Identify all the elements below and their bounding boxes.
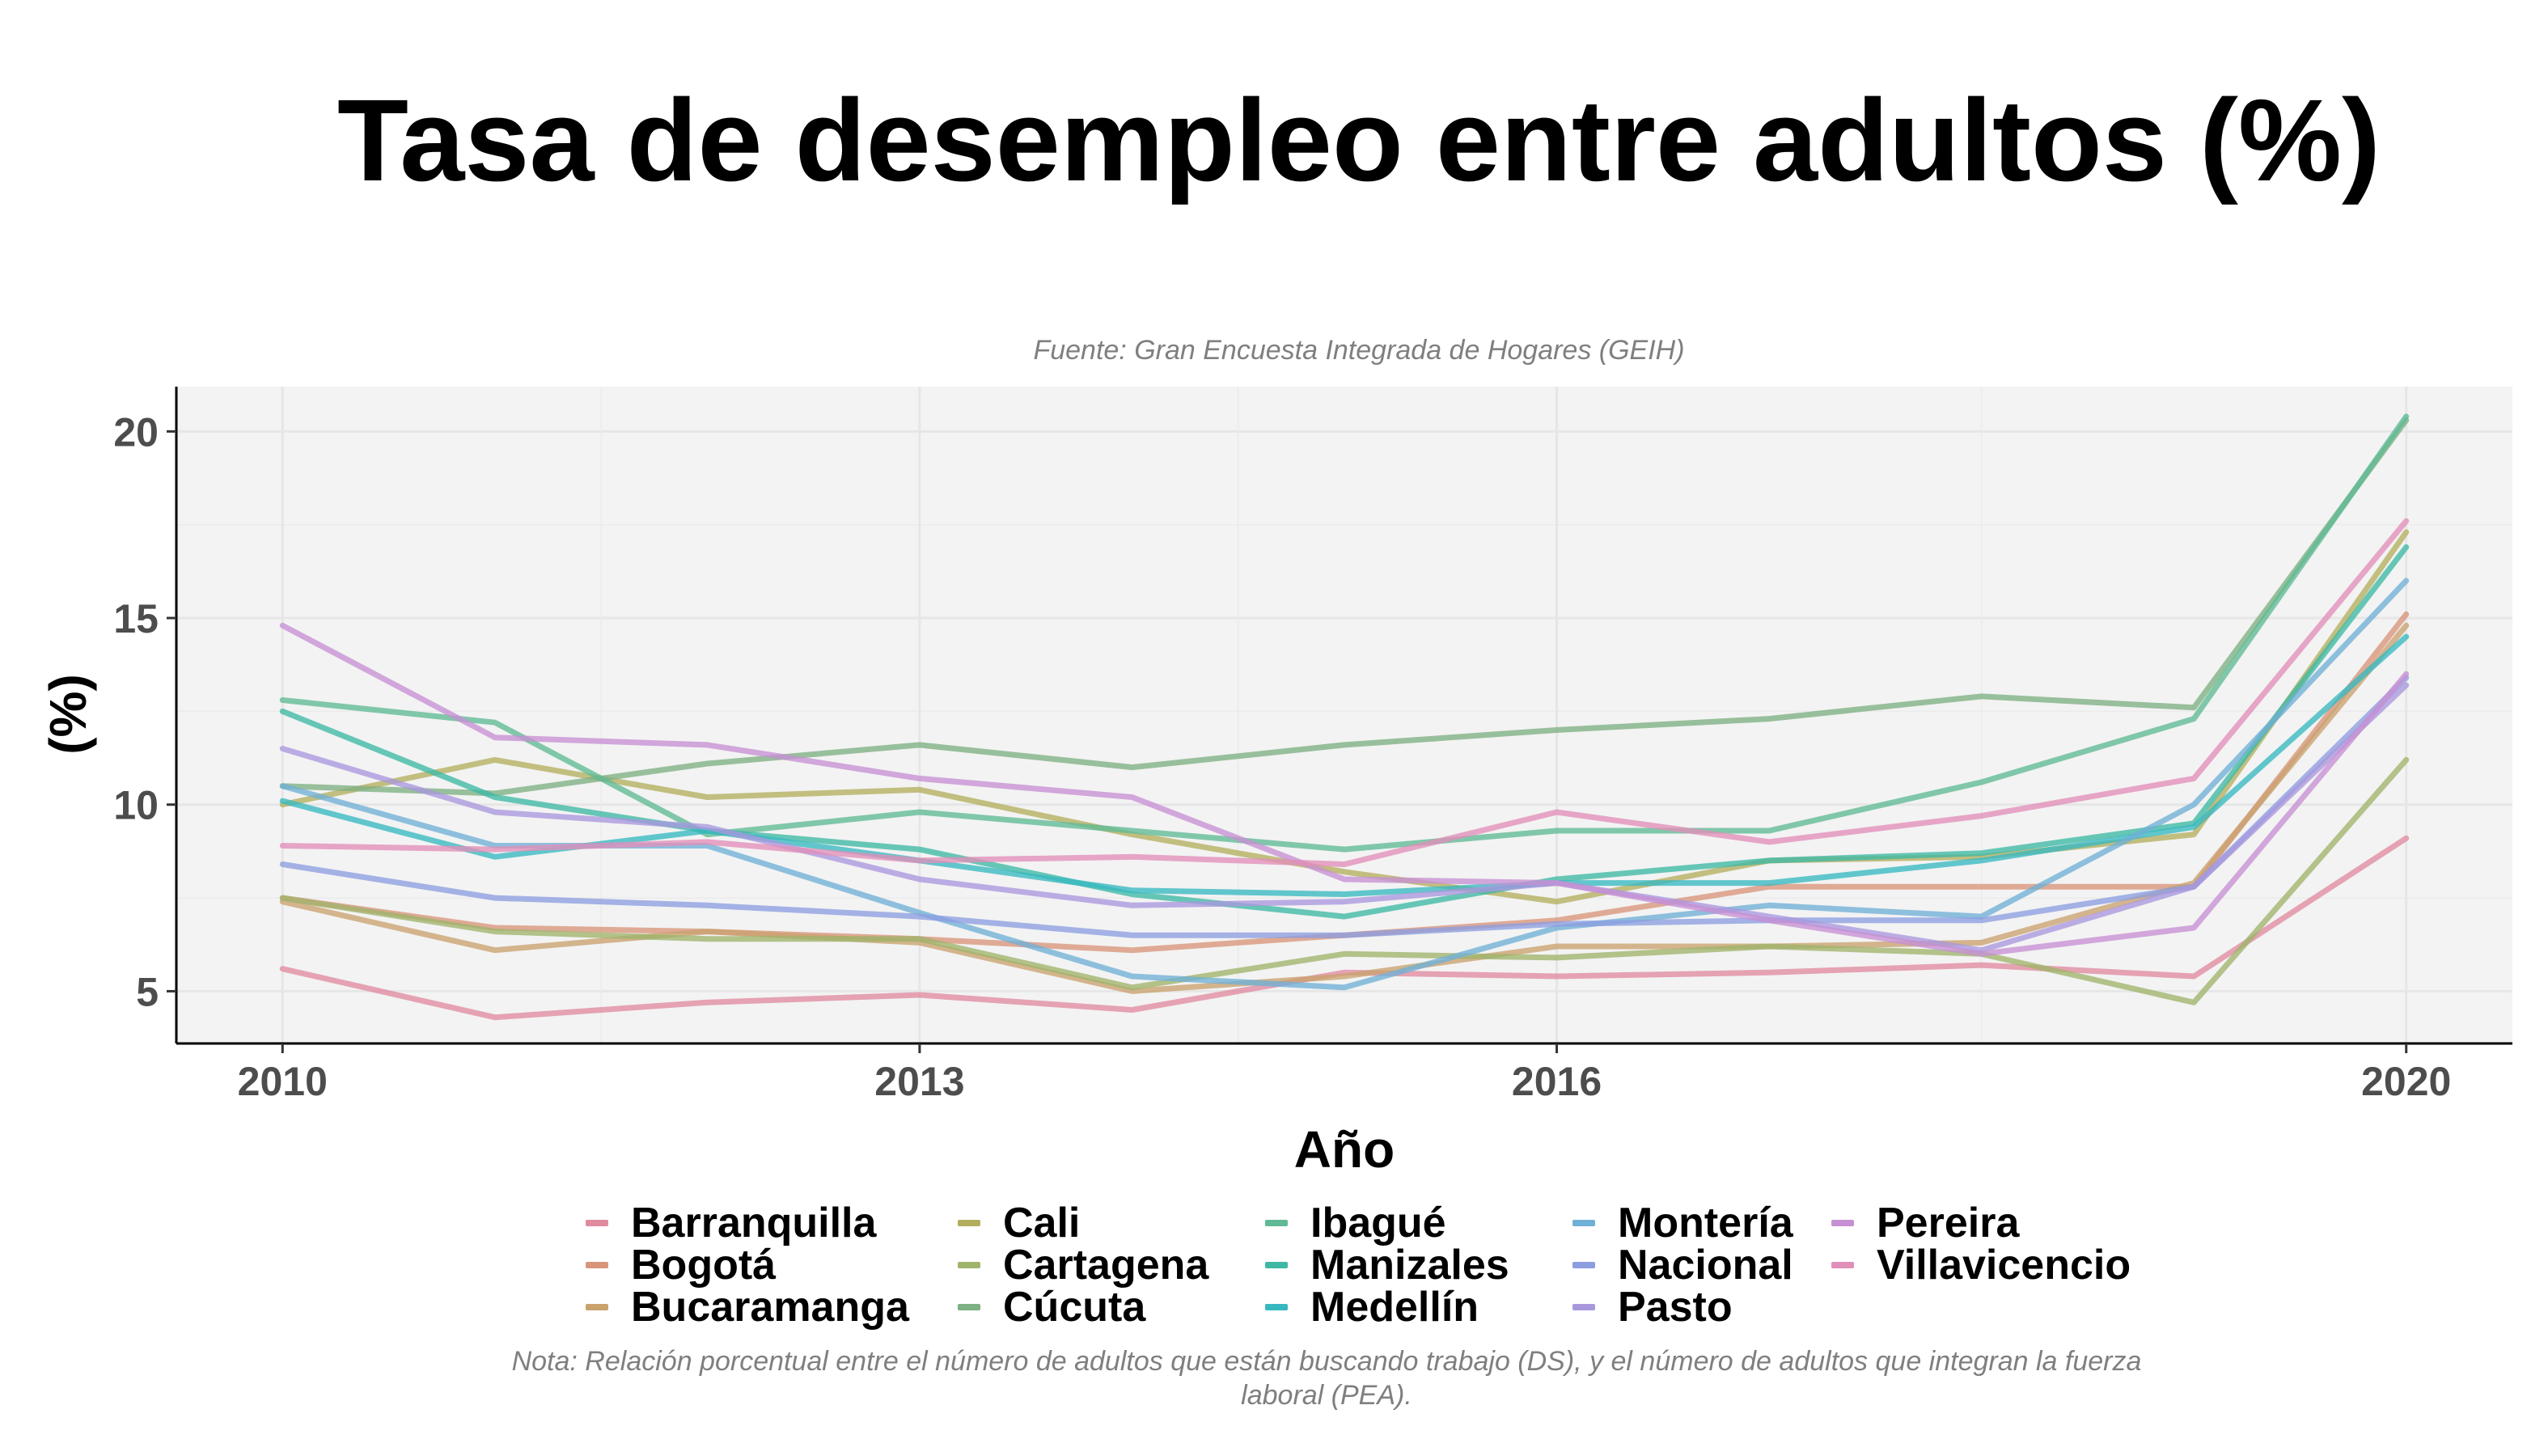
legend-item: Pasto bbox=[1572, 1284, 1733, 1331]
legend-item: Cali bbox=[958, 1200, 1081, 1246]
chart-subtitle: Fuente: Gran Encuesta Integrada de Hogar… bbox=[1033, 335, 1685, 366]
legend-key bbox=[1831, 1262, 1854, 1268]
legend-label: Bogotá bbox=[631, 1242, 777, 1289]
legend-item: Manizales bbox=[1265, 1242, 1509, 1289]
x-tick-label: 2020 bbox=[2361, 1059, 2451, 1104]
legend-item: Medellín bbox=[1265, 1284, 1479, 1331]
legend-label: Manizales bbox=[1310, 1242, 1509, 1289]
legend-label: Montería bbox=[1618, 1200, 1793, 1246]
legend-item: Bogotá bbox=[586, 1242, 777, 1289]
series-line-medellín bbox=[279, 633, 2410, 897]
legend-key bbox=[1265, 1262, 1288, 1268]
legend-label: Pereira bbox=[1877, 1200, 2020, 1246]
legend-item: Nacional bbox=[1572, 1242, 1793, 1289]
legend-item: Barranquilla bbox=[586, 1200, 877, 1246]
legend-item: Cartagena bbox=[958, 1242, 1209, 1289]
legend-key bbox=[1265, 1220, 1288, 1226]
x-tick-label: 2013 bbox=[874, 1059, 964, 1104]
legend-key bbox=[586, 1220, 608, 1226]
legend-label: Bucaramanga bbox=[631, 1284, 909, 1331]
legend-item: Ibagué bbox=[1265, 1200, 1446, 1246]
chart-title: Tasa de desempleo entre adultos (%) bbox=[337, 75, 2381, 205]
legend-key bbox=[958, 1304, 980, 1310]
series-line-villavicencio bbox=[279, 518, 2410, 867]
legend-key bbox=[958, 1220, 980, 1226]
y-tick-label: 10 bbox=[113, 783, 159, 828]
legend-label: Nacional bbox=[1618, 1242, 1793, 1289]
legend-label: Barranquilla bbox=[631, 1200, 877, 1246]
legend-item: Cúcuta bbox=[958, 1284, 1146, 1331]
legend: Barranquilla Bogotá Bucaramanga Cali Cartage… bbox=[586, 1200, 2187, 1340]
grid-lines bbox=[176, 387, 2512, 1043]
legend-item: Bucaramanga bbox=[586, 1284, 909, 1331]
series-line-ibagué bbox=[279, 413, 2410, 853]
x-tick-label: 2010 bbox=[238, 1059, 328, 1104]
legend-key bbox=[1572, 1262, 1595, 1268]
x-tick-label: 2016 bbox=[1512, 1059, 1602, 1104]
y-tick-label: 20 bbox=[113, 409, 159, 455]
series-line-pasto bbox=[279, 682, 2410, 954]
legend-label: Ibagué bbox=[1310, 1200, 1446, 1246]
series-lines bbox=[279, 413, 2410, 1021]
y-ticks: 5 10 15 20 bbox=[113, 409, 176, 1014]
y-axis-title: (%) bbox=[39, 674, 97, 755]
legend-label: Pasto bbox=[1618, 1284, 1733, 1331]
x-ticks: 2010 2013 2016 2020 bbox=[238, 1043, 2451, 1104]
y-tick-label: 5 bbox=[136, 969, 159, 1014]
legend-key bbox=[1572, 1304, 1595, 1310]
series-line-cartagena bbox=[279, 756, 2410, 1005]
legend-item: Montería bbox=[1572, 1200, 1793, 1246]
x-axis-title: Año bbox=[1293, 1120, 1395, 1179]
series-line-cúcuta bbox=[279, 417, 2410, 797]
legend-label: Medellín bbox=[1310, 1284, 1479, 1331]
legend-key bbox=[586, 1304, 608, 1310]
legend-key bbox=[1572, 1220, 1595, 1226]
legend-label: Cali bbox=[1003, 1200, 1081, 1246]
legend-key bbox=[958, 1262, 980, 1268]
legend-label: Villavicencio bbox=[1877, 1242, 2131, 1289]
chart-note: Nota: Relación porcentual entre el númer… bbox=[511, 1346, 2142, 1411]
legend-item: Pereira bbox=[1831, 1200, 2020, 1246]
legend-label: Cúcuta bbox=[1003, 1284, 1146, 1331]
legend-item: Villavicencio bbox=[1831, 1242, 2131, 1289]
legend-key bbox=[1831, 1220, 1854, 1226]
legend-label: Cartagena bbox=[1003, 1242, 1209, 1289]
legend-key bbox=[586, 1262, 608, 1268]
legend-key bbox=[1265, 1304, 1288, 1310]
y-tick-label: 15 bbox=[113, 596, 159, 641]
series-line-nacional bbox=[279, 675, 2410, 938]
series-line-pereira bbox=[279, 622, 2410, 957]
